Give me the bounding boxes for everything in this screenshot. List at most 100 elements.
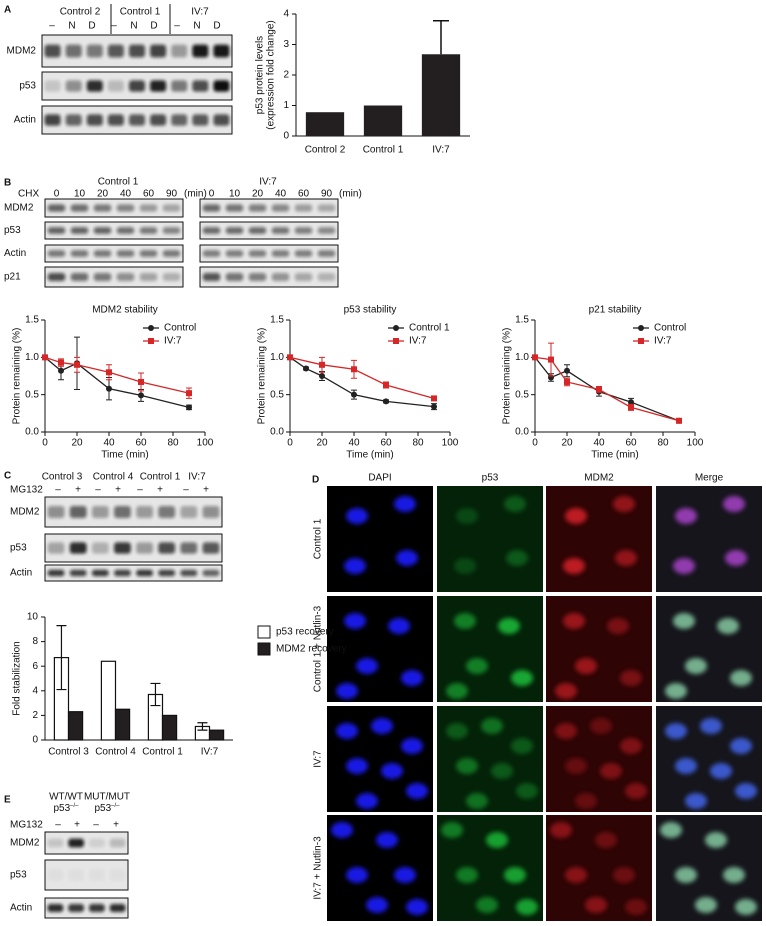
blot-band [44, 44, 61, 58]
lane-label: + [157, 485, 163, 496]
series-line [534, 356, 680, 422]
nucleus [506, 550, 528, 566]
bar [114, 708, 131, 741]
nucleus [555, 723, 577, 739]
nucleus [394, 496, 416, 512]
blot-band [158, 542, 176, 554]
blot-band [271, 204, 290, 212]
time-label: 40 [275, 189, 287, 200]
blot-band [86, 114, 103, 126]
row-label: Actin [4, 248, 26, 259]
blot-band [107, 44, 124, 58]
micrograph [327, 486, 433, 592]
blot-band [162, 204, 181, 212]
blot-band [70, 227, 89, 234]
data-point [138, 378, 144, 385]
x-tick-label: Control 2 [305, 145, 346, 156]
nucleus [563, 558, 585, 574]
blot-band [114, 542, 131, 554]
lane-label: + [74, 820, 80, 831]
blot-band [150, 44, 167, 58]
genotype-label: WT/WT [49, 792, 83, 803]
x-tick-label: 0 [287, 438, 293, 449]
y-tick-label: 4 [32, 685, 38, 696]
legend-marker [393, 338, 399, 344]
blot-band [294, 227, 313, 234]
nucleus [401, 738, 423, 754]
blot-membrane [44, 897, 129, 919]
treatment-label: CHX [18, 189, 39, 200]
x-tick-label: Control 4 [95, 747, 136, 758]
blot-band [139, 250, 158, 257]
blot-band [139, 204, 158, 212]
nucleus [454, 613, 476, 629]
blot-band [47, 273, 66, 281]
nucleus [717, 618, 739, 634]
nucleus [456, 508, 478, 524]
x-tick-label: 100 [197, 438, 214, 449]
nucleus [446, 723, 468, 739]
western-blot [44, 533, 223, 563]
blot-membrane [199, 244, 339, 263]
row-label: MDM2 [10, 838, 40, 849]
nucleus [575, 658, 597, 674]
nucleus [516, 899, 538, 915]
blot-band [294, 250, 313, 257]
micrograph [327, 596, 433, 702]
group-label: Control 1 [120, 7, 161, 18]
nucleus [346, 758, 368, 774]
lane-label: D [88, 21, 95, 32]
blot-band [114, 506, 131, 518]
blot-membrane [44, 266, 184, 288]
y-tick-label: 1.0 [270, 352, 284, 363]
blot-band [202, 569, 220, 577]
lane-label: D [150, 21, 157, 32]
time-label: 90 [166, 189, 178, 200]
nucleus [504, 496, 526, 512]
nucleus [565, 867, 587, 883]
nucleus [346, 508, 368, 524]
blot-band [317, 250, 336, 257]
blot-band [68, 869, 84, 881]
data-point [74, 361, 80, 368]
blot-band [317, 273, 336, 281]
blot-membrane [44, 831, 129, 855]
lane-label: – [55, 820, 61, 831]
nucleus [613, 867, 635, 883]
time-label: 20 [252, 189, 264, 200]
blot-band [225, 250, 244, 257]
nucleus [331, 822, 353, 838]
blot-band [69, 569, 87, 577]
blot-band [89, 869, 105, 881]
x-tick-label: 80 [657, 438, 669, 449]
gene-label: p53–/– [53, 803, 79, 814]
blot-band [171, 44, 188, 58]
error-bar [433, 19, 449, 55]
column-label: p53 [482, 473, 499, 484]
data-point [676, 417, 682, 424]
time-label: 40 [120, 189, 132, 200]
legend-swatch [257, 642, 271, 656]
lane-label: – [111, 21, 117, 32]
nucleus [396, 550, 418, 566]
blot-band [116, 227, 135, 234]
error-bar [197, 722, 208, 731]
blot-membrane [44, 244, 184, 263]
data-point [319, 361, 325, 368]
blot-band [158, 506, 176, 518]
x-tick-label: 80 [412, 438, 424, 449]
legend-swatch [257, 625, 271, 639]
y-tick-label: 3 [283, 39, 289, 50]
data-point [564, 367, 570, 374]
cytoplasm-signal [546, 486, 652, 592]
panel-letter: A [4, 5, 11, 16]
nucleus [600, 763, 622, 779]
y-tick-label: 0 [32, 735, 38, 746]
nucleus [550, 822, 572, 838]
bar [363, 105, 403, 136]
legend-marker [393, 325, 399, 331]
bar [100, 660, 117, 741]
lane-label: + [75, 485, 81, 496]
blot-band [136, 542, 153, 554]
chart-title: MDM2 stability [92, 305, 158, 316]
